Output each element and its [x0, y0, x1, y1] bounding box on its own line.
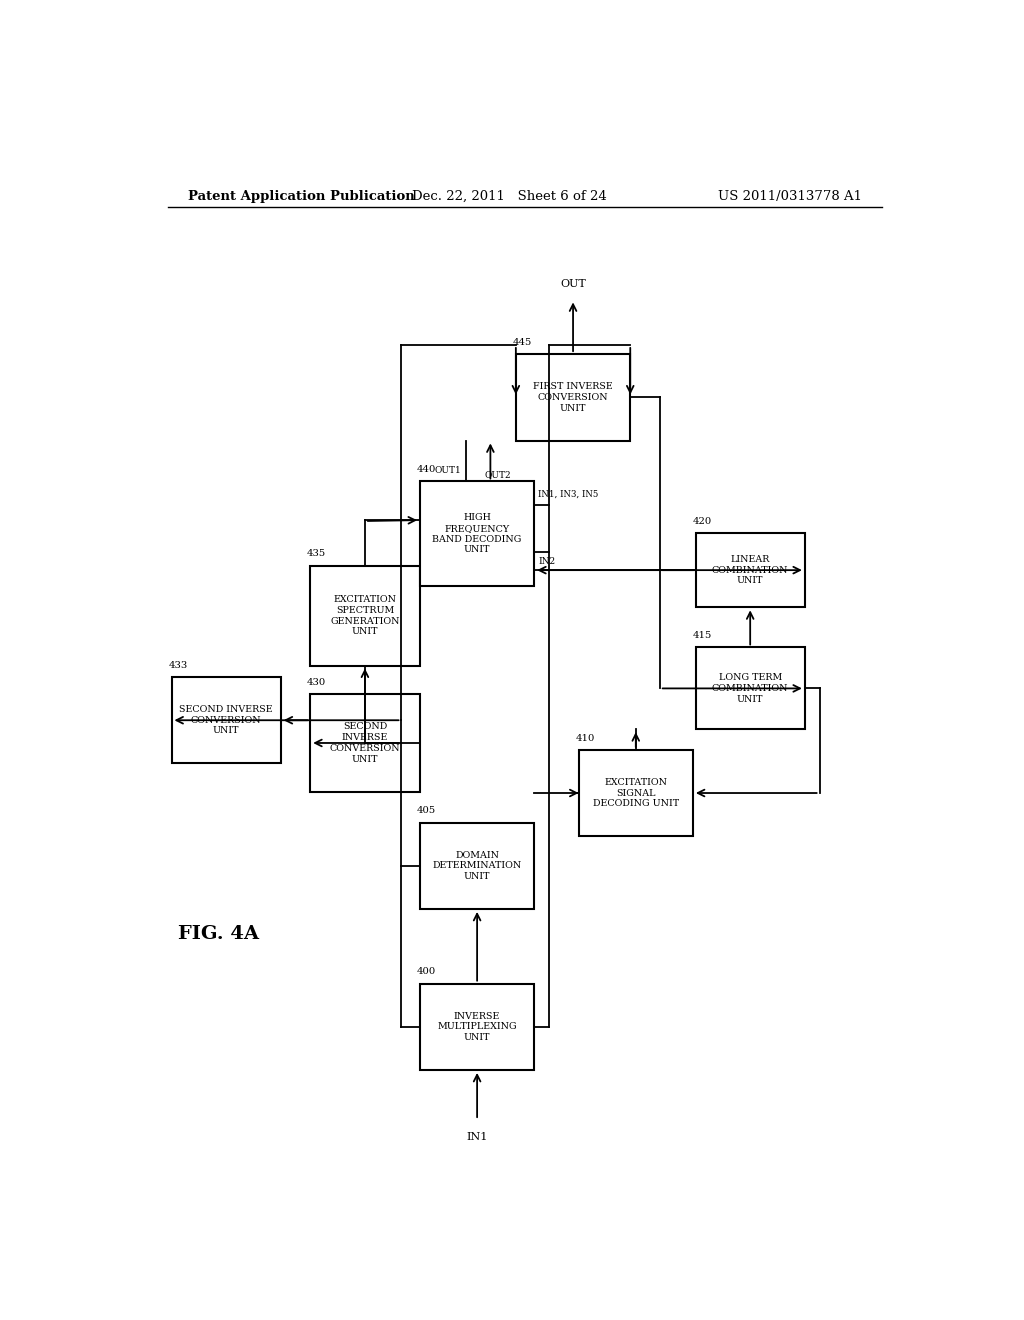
- Text: 440: 440: [417, 466, 436, 474]
- Bar: [172, 677, 281, 763]
- Text: 433: 433: [168, 661, 187, 671]
- Text: 420: 420: [692, 516, 712, 525]
- Bar: [516, 354, 630, 441]
- Text: US 2011/0313778 A1: US 2011/0313778 A1: [718, 190, 862, 202]
- Text: 445: 445: [513, 338, 532, 347]
- Bar: [310, 694, 420, 792]
- Text: LINEAR
COMBINATION
UNIT: LINEAR COMBINATION UNIT: [712, 554, 788, 585]
- Bar: [420, 822, 535, 909]
- Text: HIGH
FREQUENCY
BAND DECODING
UNIT: HIGH FREQUENCY BAND DECODING UNIT: [432, 513, 522, 554]
- Text: DOMAIN
DETERMINATION
UNIT: DOMAIN DETERMINATION UNIT: [432, 850, 522, 880]
- Text: LONG TERM
COMBINATION
UNIT: LONG TERM COMBINATION UNIT: [712, 673, 788, 704]
- Text: 430: 430: [307, 677, 327, 686]
- Bar: [420, 482, 535, 586]
- Text: 435: 435: [307, 549, 327, 558]
- Text: OUT2: OUT2: [484, 471, 511, 480]
- Text: EXCITATION
SIGNAL
DECODING UNIT: EXCITATION SIGNAL DECODING UNIT: [593, 777, 679, 808]
- Text: INVERSE
MULTIPLEXING
UNIT: INVERSE MULTIPLEXING UNIT: [437, 1011, 517, 1041]
- Text: Dec. 22, 2011   Sheet 6 of 24: Dec. 22, 2011 Sheet 6 of 24: [412, 190, 606, 202]
- Bar: [695, 648, 805, 730]
- Text: FIRST INVERSE
CONVERSION
UNIT: FIRST INVERSE CONVERSION UNIT: [534, 381, 613, 413]
- Bar: [420, 983, 535, 1071]
- Text: 415: 415: [692, 631, 712, 640]
- Bar: [579, 750, 693, 837]
- Text: OUT: OUT: [560, 279, 586, 289]
- Text: SECOND INVERSE
CONVERSION
UNIT: SECOND INVERSE CONVERSION UNIT: [179, 705, 273, 735]
- Text: 400: 400: [417, 968, 436, 977]
- Bar: [310, 565, 420, 665]
- Text: SECOND
INVERSE
CONVERSION
UNIT: SECOND INVERSE CONVERSION UNIT: [330, 722, 400, 763]
- Bar: [695, 533, 805, 607]
- Text: 405: 405: [417, 807, 436, 816]
- Text: Patent Application Publication: Patent Application Publication: [187, 190, 415, 202]
- Text: IN1: IN1: [466, 1131, 487, 1142]
- Text: IN2: IN2: [538, 557, 555, 565]
- Text: FIG. 4A: FIG. 4A: [178, 925, 259, 942]
- Text: OUT1: OUT1: [434, 466, 461, 475]
- Text: IN1, IN3, IN5: IN1, IN3, IN5: [538, 490, 598, 498]
- Text: EXCITATION
SPECTRUM
GENERATION
UNIT: EXCITATION SPECTRUM GENERATION UNIT: [330, 595, 399, 636]
- Text: 410: 410: [575, 734, 595, 743]
